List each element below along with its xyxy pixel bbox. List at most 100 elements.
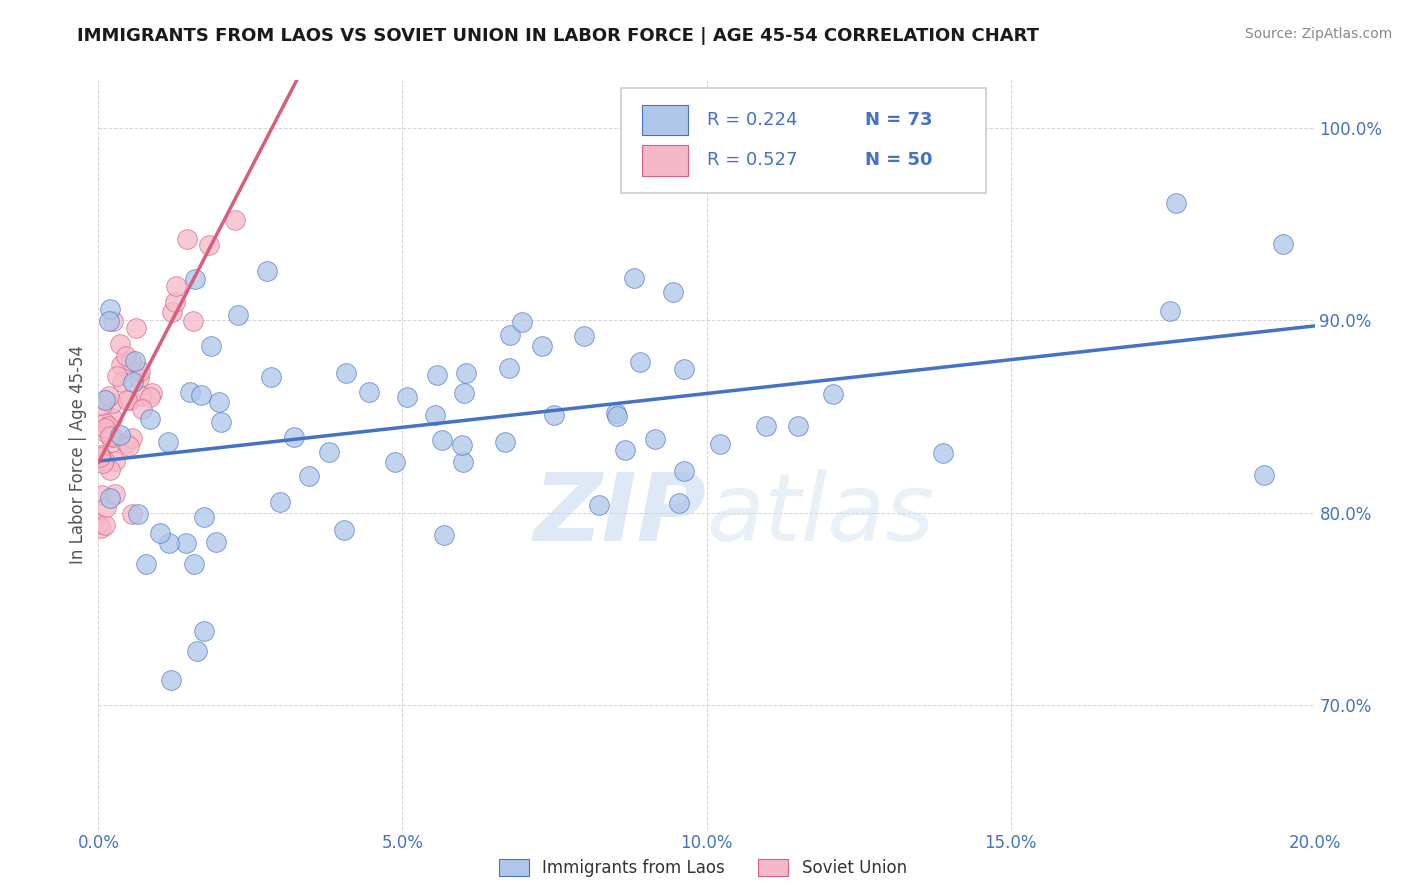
Point [111,375,134,389]
Text: Source: ZipAtlas.com: Source: ZipAtlas.com [1244,27,1392,41]
Text: IMMIGRANTS FROM LAOS VS SOVIET UNION IN LABOR FORCE | AGE 45-54 CORRELATION CHAR: IMMIGRANTS FROM LAOS VS SOVIET UNION IN … [77,27,1039,45]
Point [754,418,776,433]
Point [433,528,456,542]
Point [149,525,172,540]
Point [494,435,516,450]
Point [709,437,731,451]
Point [115,392,138,407]
Point [104,454,127,468]
Point [668,496,690,510]
Point [823,387,845,401]
Point [200,339,222,353]
Point [104,487,127,501]
Point [118,439,141,453]
Point [101,411,124,425]
Point [121,507,143,521]
Text: R = 0.224: R = 0.224 [707,111,797,129]
Point [932,446,955,460]
Point [181,314,204,328]
Point [623,271,645,285]
Point [94,517,117,532]
Point [193,624,215,638]
Point [426,368,449,383]
Text: ZIP: ZIP [534,469,707,561]
Point [122,376,145,390]
Point [114,349,136,363]
Point [205,534,228,549]
Point [333,523,356,537]
Point [588,498,610,512]
Point [163,295,186,310]
Point [1253,468,1275,483]
Point [359,385,381,400]
Point [1271,236,1294,251]
Point [395,390,418,404]
Y-axis label: In Labor Force | Age 45-54: In Labor Force | Age 45-54 [69,345,87,565]
Point [209,416,232,430]
Point [100,302,122,317]
Point [141,385,163,400]
Point [384,455,406,469]
FancyBboxPatch shape [643,145,689,176]
Point [606,409,628,423]
Point [105,368,128,383]
Point [644,432,666,446]
Point [110,358,132,372]
Point [298,468,321,483]
Point [135,557,157,571]
Point [628,355,651,369]
Point [673,464,696,478]
Point [139,390,162,404]
Point [176,232,198,246]
Point [499,327,522,342]
Point [96,500,118,515]
Point [128,371,150,385]
Point [120,393,142,408]
Point [127,508,149,522]
Point [673,362,696,376]
Point [101,434,124,449]
Point [543,408,565,422]
Point [97,389,120,403]
Point [97,314,120,328]
Text: N = 73: N = 73 [865,111,932,129]
Point [93,416,115,430]
Point [156,434,179,449]
Point [510,315,533,329]
Point [98,428,121,442]
Point [129,364,152,378]
Point [124,353,146,368]
Point [572,329,595,343]
FancyBboxPatch shape [621,87,986,193]
Point [139,411,162,425]
Point [613,442,636,457]
Point [108,337,131,351]
Point [269,495,291,509]
Point [1159,303,1181,318]
Point [131,401,153,416]
Point [93,453,115,467]
Point [183,558,205,572]
Point [89,516,111,531]
Legend: Immigrants from Laos, Soviet Union: Immigrants from Laos, Soviet Union [492,852,914,884]
Point [197,238,219,252]
Point [453,385,475,400]
Point [101,430,124,444]
Text: R = 0.527: R = 0.527 [707,152,797,169]
Point [787,419,810,434]
Point [226,309,249,323]
Point [94,425,117,440]
Point [129,389,152,403]
Point [174,536,197,550]
Point [451,455,474,469]
Point [430,433,453,447]
Point [160,673,183,687]
Point [97,419,120,434]
Point [498,361,520,376]
Point [98,491,121,505]
Point [121,431,143,445]
Point [260,370,283,384]
Point [91,488,114,502]
Point [94,421,117,435]
Point [425,408,447,422]
